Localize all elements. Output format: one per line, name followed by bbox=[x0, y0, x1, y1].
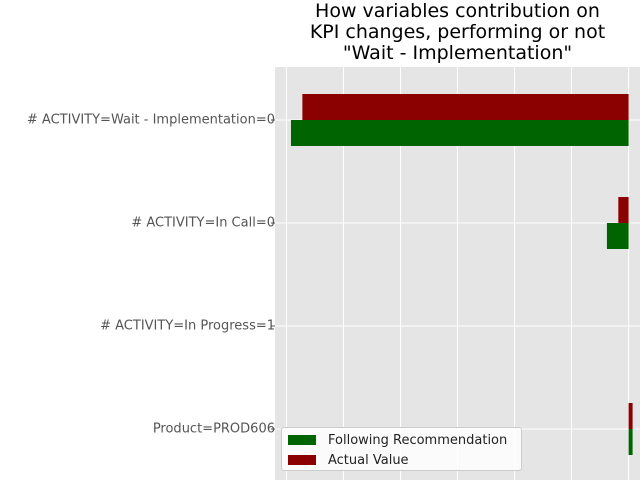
legend-item-following-recommendation: Following Recommendation bbox=[288, 431, 507, 449]
legend-swatch-following-recommendation bbox=[288, 435, 316, 445]
bar-following-recommendation-1 bbox=[606, 223, 629, 249]
y-tick-label-wait-implementation: # ACTIVITY=Wait - Implementation=0 bbox=[26, 112, 275, 128]
y-tick-label-in-progress: # ACTIVITY=In Progress=1 bbox=[100, 318, 275, 334]
y-tick-label-in-call: # ACTIVITY=In Call=0 bbox=[131, 215, 275, 231]
legend: Following Recommendation Actual Value bbox=[281, 427, 522, 471]
legend-label-following-recommendation: Following Recommendation bbox=[328, 432, 508, 448]
bar-following-recommendation-3 bbox=[628, 429, 633, 455]
chart-title-line-1: How variables contribution on bbox=[315, 0, 600, 22]
legend-swatch-actual-value bbox=[288, 455, 316, 465]
chart-title-line-2: KPI changes, performing or not bbox=[309, 21, 606, 43]
bar-actual-value-3 bbox=[628, 403, 633, 429]
bar-actual-value-1 bbox=[618, 197, 629, 223]
chart-title-line-3: "Wait - Implementation" bbox=[342, 42, 573, 64]
y-tick-label-product: Product=PROD606 bbox=[152, 421, 275, 437]
legend-item-actual-value: Actual Value bbox=[288, 451, 409, 469]
bar-following-recommendation-0 bbox=[290, 120, 629, 146]
bar-actual-value-0 bbox=[302, 94, 629, 120]
legend-label-actual-value: Actual Value bbox=[328, 452, 409, 468]
